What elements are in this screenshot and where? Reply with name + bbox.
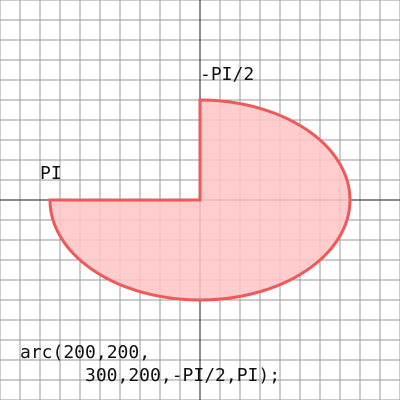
arc-shape — [48, 98, 352, 302]
start-angle-label: -PI/2 — [200, 64, 254, 85]
end-angle-label: PI — [40, 163, 62, 184]
code-line-2: 300,200,-PI/2,PI); — [85, 365, 280, 386]
code-line-1: arc(200,200, — [20, 342, 150, 363]
